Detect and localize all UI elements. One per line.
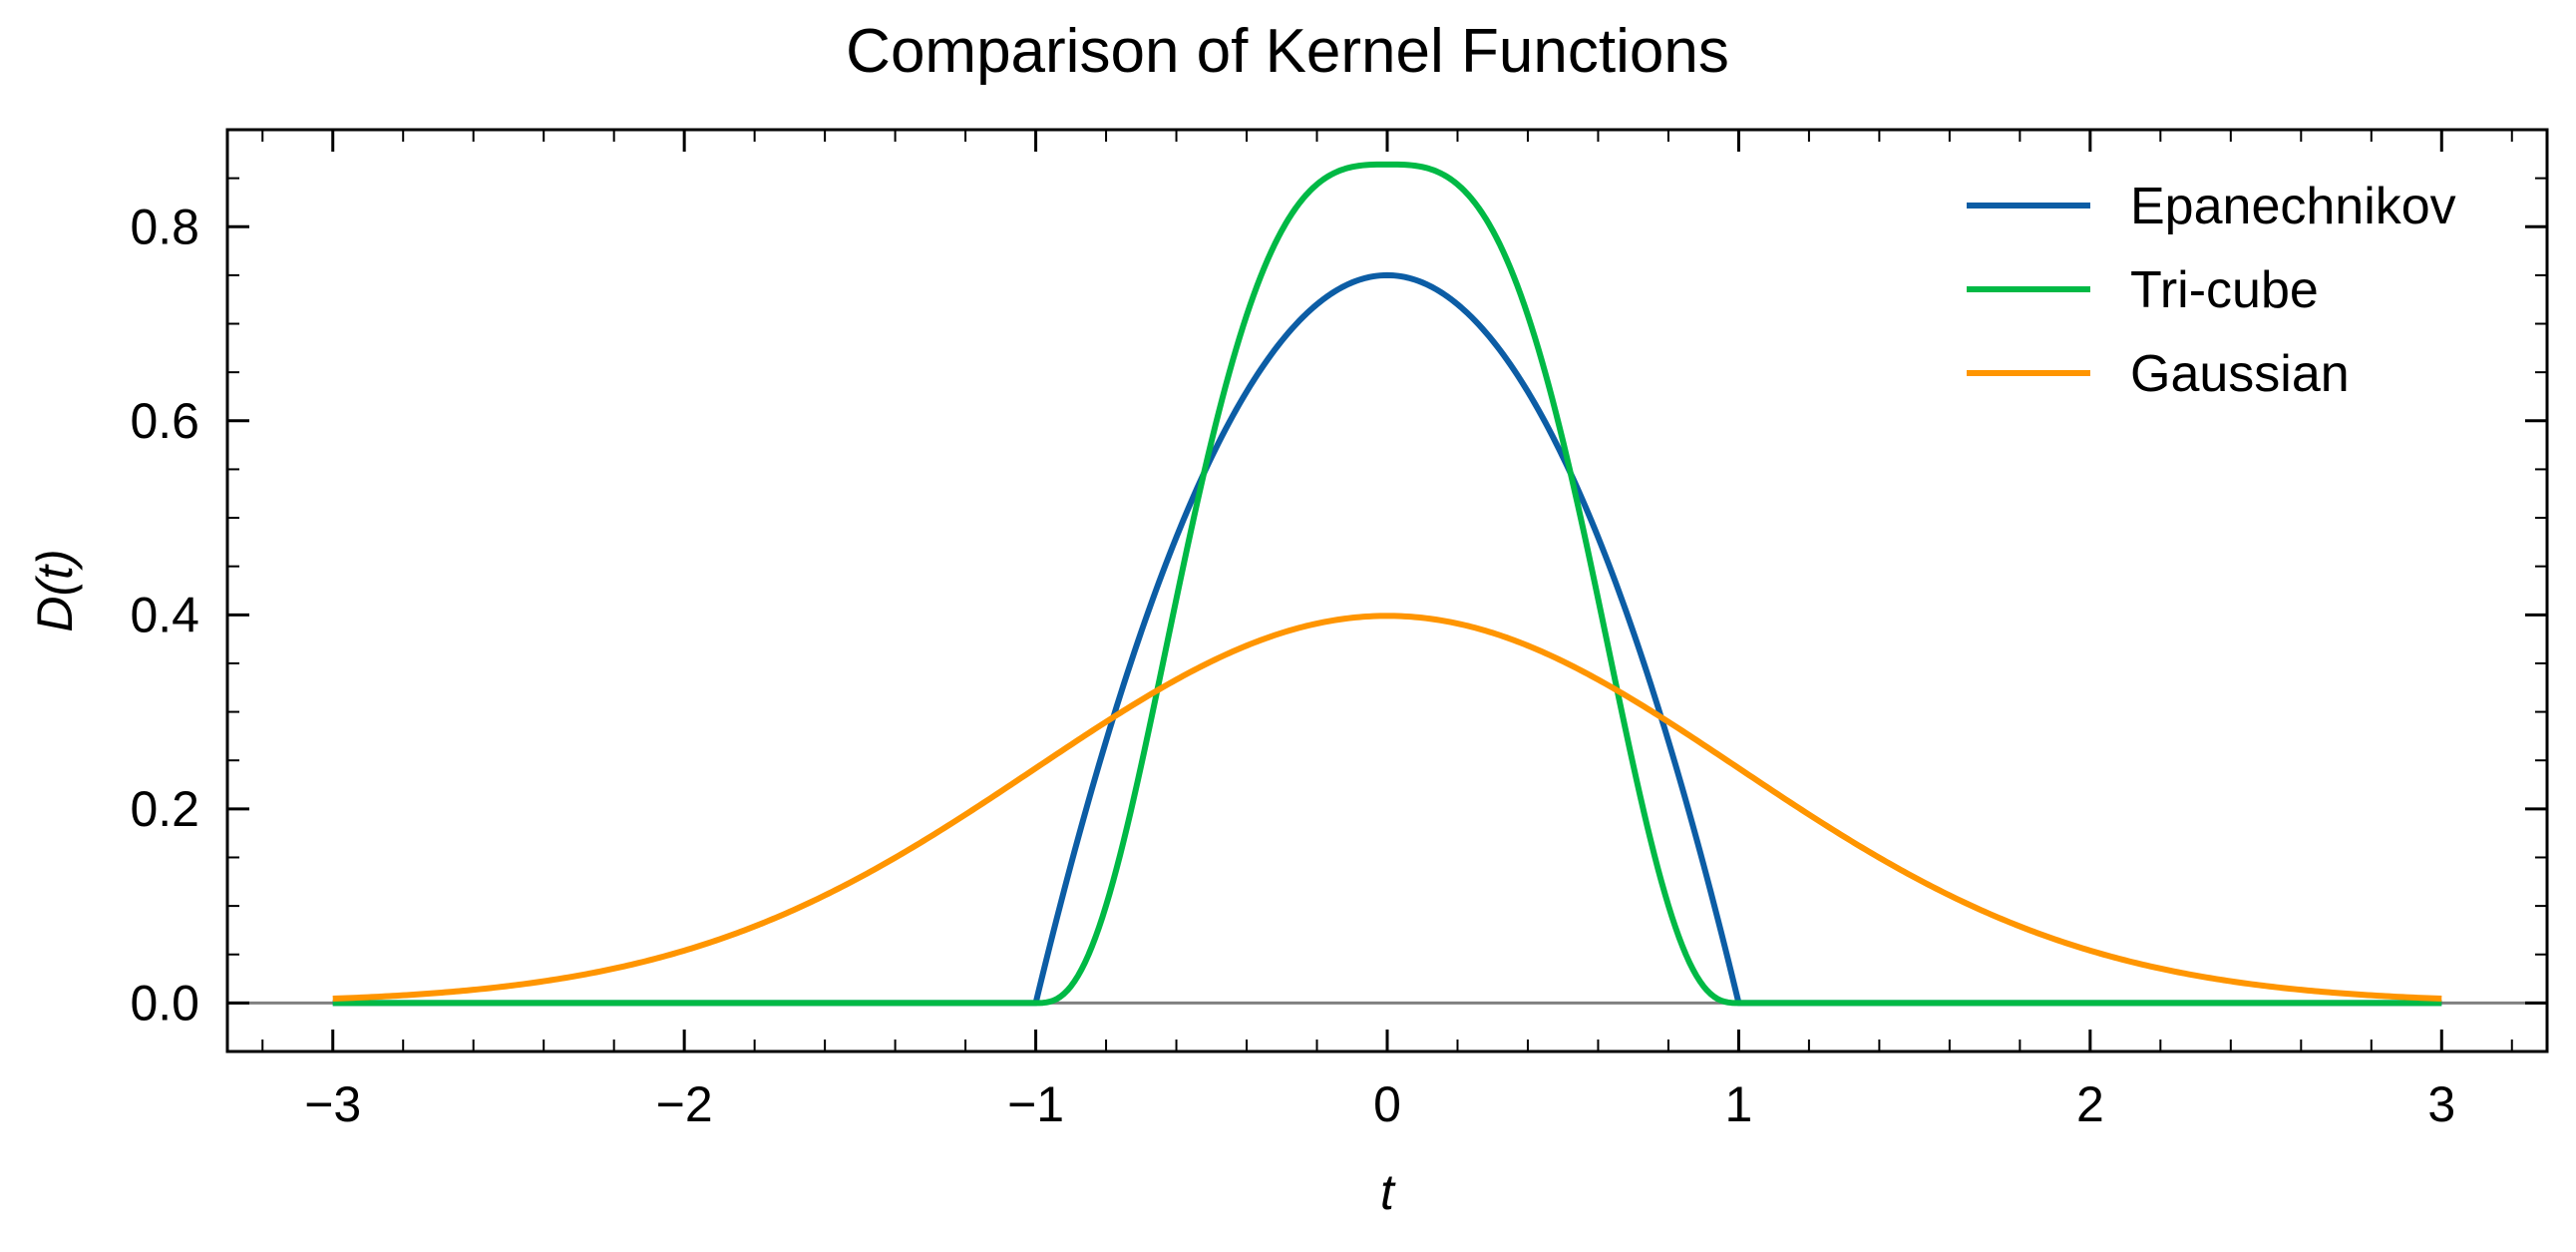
series-line-epanechnikov (332, 271, 2442, 1007)
x-tick-label: 2 (2076, 1076, 2104, 1132)
y-tick-label: 0.2 (130, 781, 199, 837)
axis-ticks: −3 −2 −1 0 1 2 3 0.0 0.2 0.4 0.6 0.8 (130, 130, 2547, 1132)
legend-label-tri-cube: Tri-cube (2130, 261, 2319, 319)
y-axis-label: D(t) (27, 549, 83, 631)
y-tick-label: 0.4 (130, 587, 199, 642)
x-tick-label: 1 (1725, 1076, 1753, 1132)
x-tick-label: 0 (1373, 1076, 1401, 1132)
x-axis-label: t (1380, 1164, 1396, 1220)
x-tick-label: −3 (304, 1076, 361, 1132)
chart-title: Comparison of Kernel Functions (846, 17, 1729, 86)
x-tick-label: −2 (656, 1076, 713, 1132)
legend-label-epanechnikov: Epanechnikov (2130, 178, 2456, 235)
y-tick-label: 0.6 (130, 393, 199, 449)
x-tick-label: −1 (1007, 1076, 1064, 1132)
series-line-gaussian (332, 613, 2442, 1003)
y-tick-label: 0.0 (130, 975, 199, 1031)
plot-area (227, 161, 2547, 1007)
legend: Epanechnikov Tri-cube Gaussian (1967, 178, 2456, 403)
y-tick-label: 0.8 (130, 199, 199, 254)
x-tick-label: 3 (2427, 1076, 2455, 1132)
plot-frame (225, 128, 2549, 1053)
series-line-tri-cube (332, 161, 2442, 1007)
legend-label-gaussian: Gaussian (2130, 345, 2350, 403)
